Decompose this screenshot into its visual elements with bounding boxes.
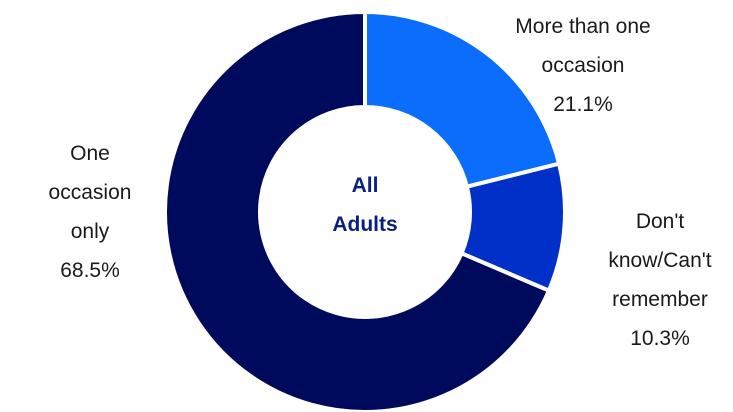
slice-label-one-occasion-line-3: only [71, 220, 110, 243]
slice-label-one-occasion-line-1: One [70, 142, 110, 165]
donut-slices [163, 9, 567, 412]
slice-more-than-one [363, 9, 562, 190]
slice-value-one-occasion: 68.5% [60, 259, 120, 282]
slice-label-more-than-one-line-2: occasion [542, 54, 625, 77]
slice-label-dont-know-line-1: Don't [636, 210, 685, 233]
slice-label-dont-know-line-2: know/Can't [608, 249, 711, 272]
slice-label-one-occasion-line-2: occasion [49, 181, 132, 204]
center-label-line-2: Adults [332, 213, 397, 236]
slice-label-dont-know-line-3: remember [612, 288, 708, 311]
slice-value-dont-know: 10.3% [630, 327, 690, 350]
center-label-line-1: All [352, 174, 379, 197]
slice-value-more-than-one: 21.1% [553, 93, 613, 116]
slice-label-more-than-one-line-1: More than one [515, 15, 650, 38]
